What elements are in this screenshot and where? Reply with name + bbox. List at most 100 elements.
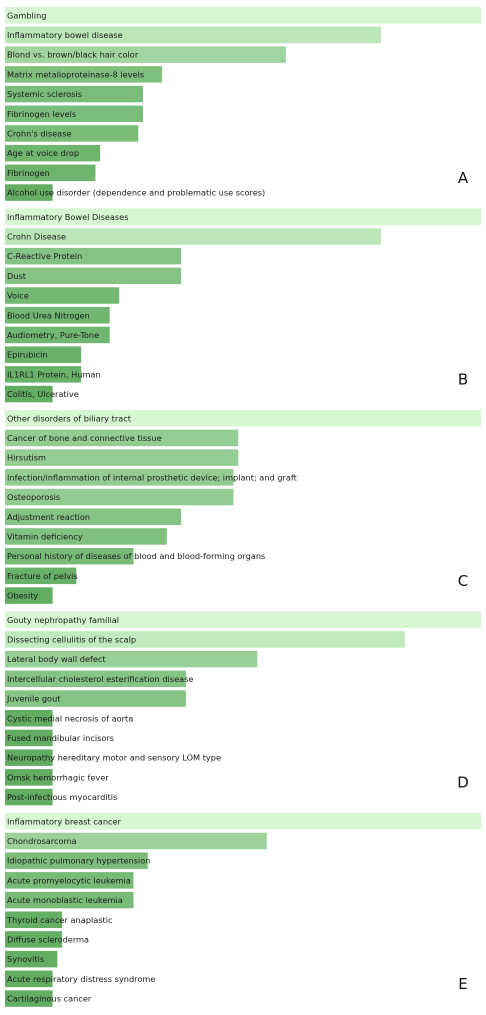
panel-letter: B: [458, 371, 468, 389]
bar-label: Synovitis: [7, 954, 44, 964]
bar-e-7: [5, 950, 58, 968]
bar-d-4: [5, 690, 186, 707]
bar-label: Fibrinogen levels: [7, 109, 76, 119]
bar-label: Intercellular cholesterol esterification…: [7, 674, 193, 684]
bar-label: Cystic medial necrosis of aorta: [7, 713, 133, 723]
bar-b-1: [5, 228, 382, 245]
bar-e-0: [5, 813, 481, 830]
panel-letter: D: [457, 774, 469, 792]
bar-label: Infection/inflammation of internal prost…: [7, 472, 298, 482]
panels-group: Gambling Inflammatory bowel disease Blond …: [5, 7, 481, 1007]
bar-a-7: [5, 144, 101, 162]
bar-c-2: [5, 449, 239, 466]
bar-e-2: [5, 852, 148, 869]
panel-letter: A: [458, 169, 469, 187]
bar-e-6: [5, 931, 63, 948]
bar-d-9: [5, 788, 53, 806]
bar-label: Vitamin deficiency: [7, 531, 83, 541]
bar-label: Voice: [7, 291, 29, 301]
bar-label: Crohn's disease: [7, 128, 72, 138]
bar-e-4: [5, 891, 134, 909]
bar-label: Other disorders of biliary tract: [7, 413, 132, 423]
bar-label: Chondrosarcoma: [7, 836, 76, 846]
panel-letter: E: [458, 975, 467, 993]
bar-b-3: [5, 267, 182, 285]
bar-d-2: [5, 650, 258, 668]
bar-a-9: [5, 184, 53, 201]
bar-label: Hirsutism: [7, 453, 46, 463]
bar-d-1: [5, 631, 405, 648]
bar-label: Fibrinogen: [7, 168, 50, 178]
bar-label: Adjustment reaction: [7, 512, 90, 522]
bar-label: Dust: [7, 271, 27, 281]
bar-label: Crohn Disease: [7, 231, 66, 241]
bar-e-3: [5, 872, 134, 889]
bar-label: Lateral body wall defect: [7, 654, 106, 664]
bar-c-0: [5, 410, 481, 427]
bar-label: Cartilaginous cancer: [7, 994, 92, 1004]
bar-d-8: [5, 769, 53, 786]
bar-d-3: [5, 670, 186, 688]
bar-e-9: [5, 990, 53, 1007]
bar-c-8: [5, 567, 77, 585]
bar-a-0: [5, 7, 481, 24]
bar-label: Juvenile gout: [6, 694, 61, 704]
bar-c-1: [5, 429, 239, 447]
bar-label: C-Reactive Protein: [7, 251, 82, 261]
bar-label: Inflammatory Bowel Diseases: [7, 212, 129, 222]
bar-a-1: [5, 26, 382, 44]
bar-b-6: [5, 326, 110, 344]
bar-c-9: [5, 587, 53, 604]
bar-e-8: [5, 970, 53, 988]
panel-d: Gouty nephropathy familial Dissecting cel…: [5, 611, 481, 806]
bar-label: Acute monoblastic leukemia: [7, 895, 123, 905]
panel-e: Inflammatory breast cancer Chondrosarcoma…: [5, 813, 481, 1007]
bar-a-8: [5, 164, 96, 182]
bar-label: Epirubicin: [7, 350, 48, 360]
bar-label: Post-infectious myocarditis: [7, 792, 117, 802]
bar-d-6: [5, 729, 53, 747]
bar-label: Matrix metalloproteinase-8 levels: [7, 69, 144, 79]
bar-c-6: [5, 528, 167, 545]
bar-c-5: [5, 508, 182, 525]
bar-label: Diffuse scleroderma: [7, 934, 89, 944]
bar-label: Cancer of bone and connective tissue: [7, 433, 162, 443]
bar-label: Obesity: [7, 591, 38, 601]
bar-b-2: [5, 247, 182, 265]
bar-label: Alcohol use disorder (dependence and pro…: [7, 188, 265, 198]
panel-letter: C: [458, 572, 468, 590]
bar-label: Dissecting cellulitis of the scalp: [7, 634, 136, 644]
bar-e-5: [5, 911, 63, 928]
bar-label: Acute respiratory distress syndrome: [7, 974, 155, 984]
bar-label: Fused mandibular incisors: [7, 733, 114, 743]
bar-b-8: [5, 366, 82, 383]
bar-c-7: [5, 547, 134, 565]
bar-b-0: [5, 208, 481, 225]
bar-b-7: [5, 346, 82, 363]
panel-c: Other disorders of biliary tract Cancer o…: [5, 410, 481, 604]
bar-a-4: [5, 85, 144, 103]
bar-a-5: [5, 105, 144, 122]
bar-label: Blond vs. brown/black hair color: [7, 50, 139, 60]
bar-label: Neuropathy hereditary motor and sensory …: [7, 753, 221, 763]
bar-c-4: [5, 488, 234, 506]
bar-label: Omsk hemorrhagic fever: [7, 772, 109, 782]
bar-b-5: [5, 307, 110, 324]
bar-label: Age at voice drop: [7, 148, 79, 158]
bar-label: Gouty nephropathy familial: [7, 615, 119, 625]
bar-d-0: [5, 611, 481, 628]
bar-d-7: [5, 749, 53, 766]
panel-b: Inflammatory Bowel Diseases Crohn Disease…: [5, 208, 481, 403]
bar-a-2: [5, 46, 286, 63]
bar-label: Gambling: [7, 10, 46, 20]
bar-label: IL1RL1 Protein, Human: [7, 369, 101, 379]
panel-a: Gambling Inflammatory bowel disease Blond …: [5, 7, 481, 201]
bar-d-5: [5, 710, 53, 727]
bar-label: Colitis, Ulcerative: [7, 389, 79, 399]
bar-label: Systemic sclerosis: [7, 89, 82, 99]
bar-c-3: [5, 469, 234, 486]
bar-label: Acute promyelocytic leukemia: [7, 875, 131, 885]
bar-a-6: [5, 125, 139, 142]
bar-b-9: [5, 385, 53, 403]
